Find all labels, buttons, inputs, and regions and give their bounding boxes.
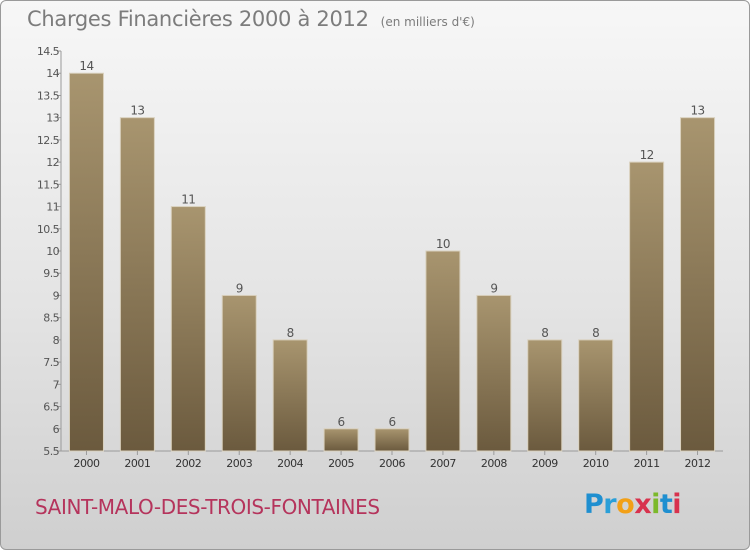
bar <box>527 339 563 452</box>
y-tick-label: 12 <box>46 156 59 169</box>
x-tick-label: 2011 <box>634 457 660 470</box>
proxiti-logo[interactable]: Proxiti <box>584 489 682 520</box>
x-tick-label: 2006 <box>379 457 405 470</box>
x-tick-label: 2004 <box>277 457 303 470</box>
bar-value-label: 13 <box>690 104 704 118</box>
logo-letter: P <box>584 489 604 520</box>
x-tick-label: 2007 <box>430 457 456 470</box>
bar-value-label: 13 <box>130 104 144 118</box>
y-tick-label: 7.5 <box>43 356 59 369</box>
x-tick-label: 2001 <box>124 457 150 470</box>
bar <box>425 250 461 452</box>
x-tick-label: 2000 <box>73 457 99 470</box>
y-tick-label: 9.5 <box>43 267 59 280</box>
bar-value-label: 8 <box>287 326 294 340</box>
bar <box>680 117 716 452</box>
x-tick-label: 2003 <box>226 457 252 470</box>
bar-value-label: 6 <box>338 415 345 429</box>
x-tick-label: 2012 <box>685 457 711 470</box>
y-tick-label: 11.5 <box>37 178 60 191</box>
bar <box>272 339 308 452</box>
logo-letter: r <box>603 489 617 520</box>
y-tick-label: 13 <box>46 112 59 125</box>
bar <box>119 117 155 452</box>
y-tick-label: 10.5 <box>37 223 60 236</box>
bar <box>68 72 104 452</box>
x-tick-label: 2002 <box>175 457 201 470</box>
bar-value-label: 12 <box>640 148 654 162</box>
bar <box>221 294 257 452</box>
x-tick-label: 2008 <box>481 457 507 470</box>
bar <box>578 339 614 452</box>
y-tick-label: 6 <box>53 423 60 436</box>
bar-value-label: 6 <box>388 415 395 429</box>
y-tick-label: 6.5 <box>43 401 59 414</box>
chart-title: Charges Financières 2000 à 2012 <box>27 7 369 31</box>
y-tick-label: 12.5 <box>37 134 60 147</box>
bar-value-label: 9 <box>236 281 243 295</box>
y-tick-label: 14.5 <box>37 45 60 58</box>
bar <box>323 428 359 452</box>
logo-letter: t <box>659 489 673 520</box>
chart-header: Charges Financières 2000 à 2012 (en milli… <box>27 7 475 31</box>
y-tick-label: 14 <box>46 67 59 80</box>
bar <box>629 161 665 452</box>
y-tick-label: 11 <box>46 201 59 214</box>
y-tick-label: 8.5 <box>43 312 59 325</box>
y-tick-label: 8 <box>53 334 60 347</box>
bar-value-label: 8 <box>592 326 599 340</box>
logo-letter: x <box>634 489 652 520</box>
bar-value-label: 8 <box>541 326 548 340</box>
bar-value-label: 14 <box>79 59 93 73</box>
logo-letter: o <box>616 489 635 520</box>
y-tick-label: 13.5 <box>37 89 60 102</box>
x-tick-label: 2010 <box>583 457 609 470</box>
commune-name: SAINT-MALO-DES-TROIS-FONTAINES <box>35 495 380 519</box>
bar <box>476 294 512 452</box>
bar-value-label: 11 <box>181 193 195 207</box>
y-tick-label: 10 <box>46 245 59 258</box>
bar <box>170 206 206 452</box>
x-tick-label: 2009 <box>532 457 558 470</box>
logo-letter: i <box>651 489 660 520</box>
y-tick-label: 7 <box>53 378 60 391</box>
bar-value-label: 9 <box>490 281 497 295</box>
chart-unit: (en milliers d'€) <box>380 15 475 29</box>
bar-value-label: 10 <box>436 237 450 251</box>
y-tick-label: 9 <box>53 289 60 302</box>
logo-letter: i <box>672 489 682 520</box>
x-tick-label: 2005 <box>328 457 354 470</box>
bar <box>374 428 410 452</box>
y-tick-label: 5.5 <box>43 445 59 458</box>
